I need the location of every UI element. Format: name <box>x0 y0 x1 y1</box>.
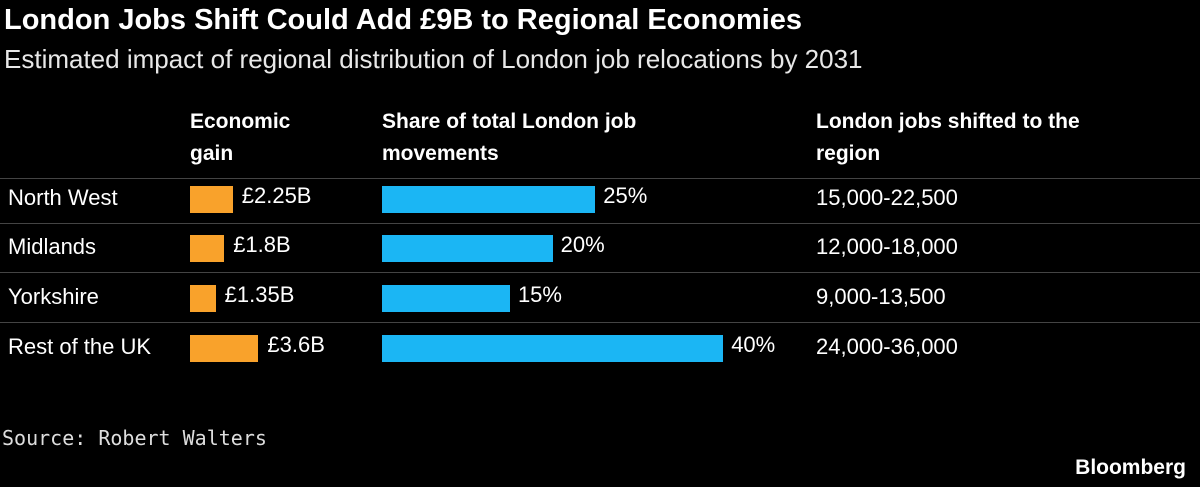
jobs-range: 9,000-13,500 <box>816 284 946 309</box>
share-bar <box>382 335 724 362</box>
share-bar <box>382 186 596 213</box>
gain-bar <box>190 285 216 312</box>
column-header: London jobs shifted to the region <box>816 110 1080 165</box>
row-rule <box>0 322 1200 323</box>
gain-label: £1.35B <box>224 282 295 307</box>
share-label: 25% <box>603 183 648 208</box>
gain-label: £1.8B <box>233 232 291 257</box>
share-bar <box>382 285 510 312</box>
share-bar <box>382 235 553 262</box>
region-label: Midlands <box>8 234 97 259</box>
row-rule <box>0 272 1200 273</box>
gain-bar <box>190 186 233 213</box>
region-label: Rest of the UK <box>8 334 152 359</box>
gain-label: £2.25B <box>241 183 312 208</box>
brand: Bloomberg <box>1075 456 1186 479</box>
title: London Jobs Shift Could Add £9B to Regio… <box>4 4 803 36</box>
subtitle: Estimated impact of regional distributio… <box>4 44 863 74</box>
share-label: 20% <box>560 232 605 257</box>
jobs-range: 12,000-18,000 <box>816 234 958 259</box>
column-header: Economic gain <box>190 110 291 165</box>
row-rule <box>0 223 1200 224</box>
source: Source: Robert Walters <box>2 426 267 450</box>
jobs-range: 15,000-22,500 <box>816 185 958 210</box>
region-label: North West <box>8 185 118 210</box>
share-label: 15% <box>517 282 562 307</box>
header-rule <box>0 178 1200 179</box>
share-label: 40% <box>731 332 776 357</box>
jobs-range: 24,000-36,000 <box>816 334 958 359</box>
gain-label: £3.6B <box>267 332 325 357</box>
column-header: Share of total London job movements <box>382 110 637 165</box>
gain-bar <box>190 335 259 362</box>
gain-bar <box>190 235 225 262</box>
region-label: Yorkshire <box>8 284 99 309</box>
